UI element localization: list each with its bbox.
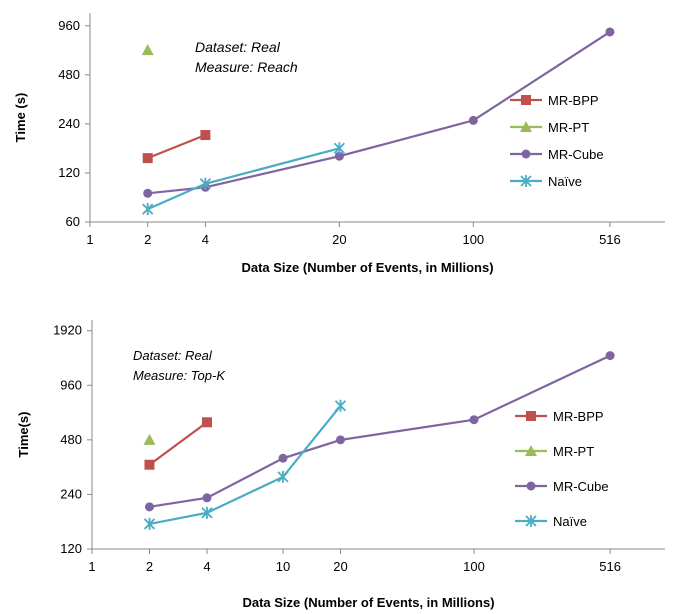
legend-swatch-marker (521, 149, 531, 159)
legend-label: Naïve (548, 174, 582, 189)
series-mr-pt (141, 44, 154, 56)
data-point-mr-pt (143, 433, 156, 445)
x-tick-label: 4 (202, 232, 209, 247)
legend-item-mr-cube: MR-Cube (510, 147, 604, 162)
legend-swatch-marker (521, 95, 531, 105)
legend-swatch-marker (520, 175, 532, 187)
data-point-mr-cube (202, 493, 212, 503)
legend-label: MR-PT (553, 444, 594, 459)
legend-label: Naïve (553, 514, 587, 529)
legend-item-mr-pt: MR-PT (510, 120, 589, 135)
x-tick-label: 1 (88, 559, 95, 574)
x-tick-label: 4 (203, 559, 210, 574)
data-point-mr-cube (144, 502, 154, 512)
data-point-na-ve (199, 177, 212, 190)
x-tick-label: 1 (86, 232, 93, 247)
y-tick-label: 60 (66, 214, 80, 229)
chart-bottom-topk: 120 240 480 960 1920 1 2 4 10 20 100 516 Data Size (… (16, 320, 665, 610)
data-point-na-ve (142, 203, 154, 216)
x-tick-label: 516 (599, 559, 621, 574)
data-point-mr-bpp (201, 417, 212, 428)
legend-label: MR-Cube (553, 479, 609, 494)
series-mr-bpp (144, 417, 212, 470)
y-tick-label: 960 (60, 377, 82, 392)
legend-label: MR-Cube (548, 147, 604, 162)
data-point-mr-bpp (200, 130, 211, 141)
data-point-mr-cube (605, 27, 615, 37)
annotation-text: Dataset: Real (195, 39, 281, 55)
series-line-mr-bpp (147, 133, 206, 160)
y-tick-label: 960 (58, 18, 80, 33)
legend-item-na-ve: Naïve (515, 514, 587, 529)
x-tick-label: 20 (332, 232, 346, 247)
y-tick-label: 120 (60, 541, 82, 556)
series-mr-cube (144, 351, 615, 512)
series-mr-bpp (142, 130, 211, 164)
legend-item-mr-bpp: MR-BPP (510, 93, 599, 108)
legend-item-na-ve: Naïve (510, 174, 582, 189)
y-tick-label: 480 (60, 432, 82, 447)
legend-item-mr-bpp: MR-BPP (515, 409, 604, 424)
data-point-na-ve (143, 517, 156, 530)
data-point-mr-cube (605, 351, 615, 361)
series-na-ve (143, 399, 347, 530)
y-tick-label: 480 (58, 67, 80, 82)
legend-swatch-marker (525, 515, 537, 527)
y-tick-label: 240 (58, 116, 80, 131)
data-point-mr-cube (468, 115, 478, 125)
y-tick-label: 240 (60, 486, 82, 501)
series-na-ve (142, 142, 346, 216)
x-axis-title: Data Size (Number of Events, in Millions… (242, 595, 494, 610)
legend-swatch-marker (520, 121, 532, 132)
legend-label: MR-PT (548, 120, 589, 135)
y-axis-title: Time(s) (16, 412, 31, 458)
x-tick-label: 10 (276, 559, 290, 574)
chart-top-reach: 60 120 240 480 960 1 2 4 20 100 516 Data Size (Numb… (13, 13, 665, 275)
series-line-mr-bpp (148, 421, 208, 466)
legend-label: MR-BPP (548, 93, 599, 108)
data-point-mr-cube (334, 151, 344, 161)
x-tick-label: 100 (462, 232, 484, 247)
annotation-text: Dataset: Real (133, 348, 213, 363)
annotation-text: Measure: Top-K (133, 368, 226, 383)
data-point-mr-cube (278, 453, 288, 463)
data-point-mr-cube (143, 188, 153, 198)
series-line-mr-cube (147, 30, 611, 195)
annotation-text: Measure: Reach (195, 59, 298, 75)
data-point-mr-bpp (144, 459, 155, 470)
x-tick-label: 20 (333, 559, 347, 574)
data-point-mr-cube (335, 435, 345, 445)
legend-item-mr-cube: MR-Cube (515, 479, 609, 494)
x-tick-label: 2 (146, 559, 153, 574)
data-point-na-ve (277, 470, 289, 483)
data-point-na-ve (201, 506, 213, 519)
y-tick-label: 120 (58, 165, 80, 180)
x-tick-label: 2 (144, 232, 151, 247)
x-tick-label: 100 (463, 559, 485, 574)
legend-swatch-marker (526, 481, 536, 491)
legend-label: MR-BPP (553, 409, 604, 424)
data-point-na-ve (333, 142, 346, 155)
series-line-na-ve (149, 405, 342, 525)
y-axis-title: Time (s) (13, 93, 28, 143)
legend-item-mr-pt: MR-PT (515, 444, 594, 459)
legend-swatch-marker (525, 445, 537, 456)
x-axis-title: Data Size (Number of Events, in Millions… (241, 260, 493, 275)
data-point-mr-pt (141, 44, 154, 56)
data-point-mr-bpp (142, 153, 153, 164)
legend-swatch-marker (526, 411, 536, 421)
y-tick-label: 1920 (53, 323, 82, 338)
data-point-na-ve (334, 399, 347, 412)
data-point-mr-cube (469, 415, 479, 425)
series-mr-pt (143, 433, 156, 445)
x-tick-label: 516 (599, 232, 621, 247)
series-line-mr-cube (149, 354, 611, 508)
